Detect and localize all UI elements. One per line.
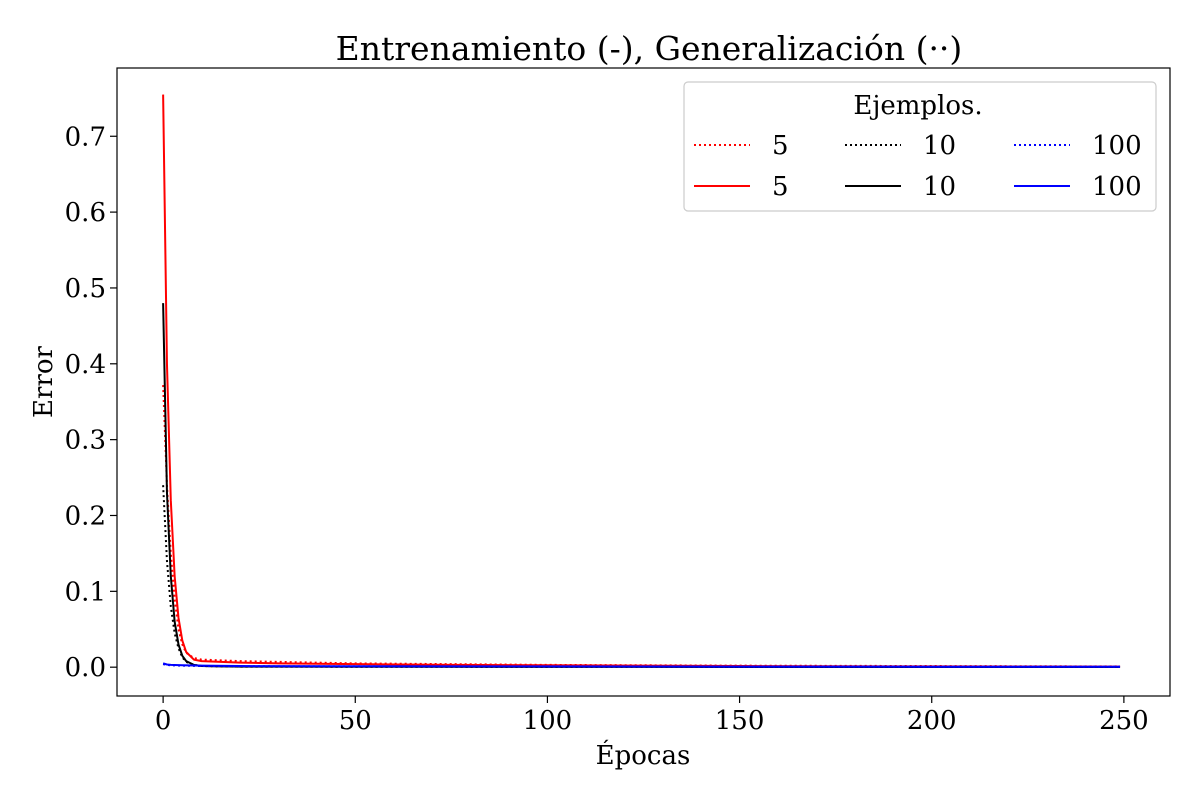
legend: Ejemplos. 5 5 10 10 100 100 (683, 81, 1157, 212)
plot-frame (116, 67, 1171, 697)
legend-label-100-dotted: 100 (1092, 131, 1142, 161)
y-tick-label: 0.4 (65, 350, 106, 380)
legend-entries: 5 5 10 10 100 100 (694, 131, 1142, 202)
y-tick-label: 0.0 (65, 653, 106, 683)
x-tick-label: 250 (1099, 706, 1149, 736)
x-tick-label: 0 (155, 706, 172, 736)
legend-title: Ejemplos. (853, 91, 982, 121)
legend-label-10-dotted: 10 (923, 131, 956, 161)
x-tick-label: 100 (523, 706, 573, 736)
y-tick-label: 0.5 (65, 274, 106, 304)
y-axis-ticks: 0.0 0.1 0.2 0.3 0.4 0.5 0.6 0.7 (65, 122, 117, 683)
series-line-5-dotted (162, 384, 1121, 668)
y-tick-label: 0.7 (65, 122, 106, 152)
plot-lines (162, 94, 1121, 669)
y-tick-label: 0.1 (65, 577, 106, 607)
x-tick-label: 200 (907, 706, 957, 736)
legend-box (683, 81, 1157, 212)
x-axis-ticks: 0 50 100 150 200 250 (155, 696, 1149, 736)
series-line-10-solid (162, 303, 1121, 669)
x-tick-label: 150 (715, 706, 765, 736)
x-tick-label: 50 (339, 706, 372, 736)
y-axis-title: Error (29, 345, 59, 417)
legend-label-10-solid: 10 (923, 172, 956, 202)
y-tick-label: 0.2 (65, 501, 106, 531)
legend-label-5-solid: 5 (772, 172, 789, 202)
series-line-5-solid (162, 94, 1121, 668)
series-line-100-solid (162, 662, 1121, 668)
series-line-10-dotted (162, 485, 1121, 669)
y-tick-label: 0.3 (65, 426, 106, 456)
legend-label-5-dotted: 5 (772, 131, 789, 161)
legend-label-100-solid: 100 (1092, 172, 1142, 202)
x-axis-title: Épocas (596, 739, 691, 771)
y-tick-label: 0.6 (65, 198, 106, 228)
chart-title: Entrenamiento (-), Generalización (··) (336, 29, 963, 68)
